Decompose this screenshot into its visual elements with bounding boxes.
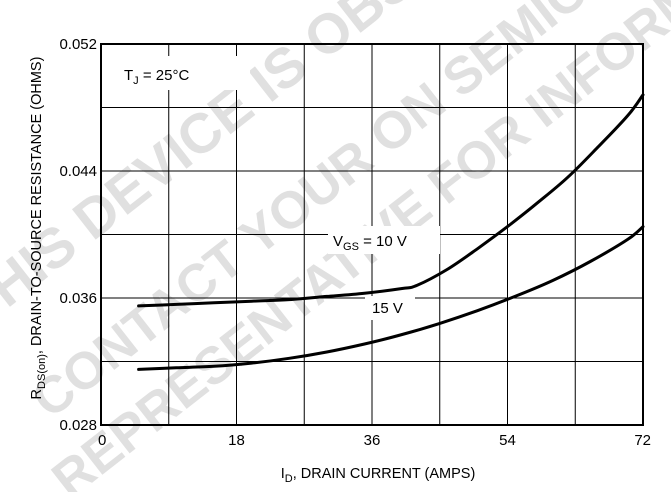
xlabel-rest: , DRAIN CURRENT (AMPS) — [293, 466, 476, 482]
y-tick-label: 0.036 — [59, 290, 97, 307]
y-tick-labels: 0.028 0.036 0.044 0.052 — [59, 36, 97, 434]
vgs10-main: V — [333, 233, 343, 250]
tj-annotation: TJ = 25°C — [124, 67, 189, 87]
x-tick-label: 18 — [228, 432, 245, 449]
vgs10-sub: GS — [343, 241, 359, 253]
series-layer — [137, 93, 645, 371]
series-line-vgs-10v — [137, 93, 645, 308]
ylabel-rest: , DRAIN-TO-SOURCE RESISTANCE (OHMS) — [29, 57, 45, 355]
vgs15-annotation: 15 V — [372, 300, 403, 317]
y-tick-label: 0.028 — [59, 417, 97, 434]
tj-rest: = 25°C — [139, 67, 190, 84]
vgs10-label-bg — [328, 226, 440, 254]
ylabel-sub: DS(on) — [36, 354, 48, 389]
x-tick-label: 36 — [364, 432, 381, 449]
x-tick-labels: 0 18 36 54 72 — [98, 432, 651, 449]
x-tick-label: 54 — [499, 432, 516, 449]
tj-main: T — [124, 67, 133, 84]
xlabel-sub: D — [285, 473, 293, 485]
ylabel-main: R — [29, 389, 45, 399]
vgs10-rest: = 10 V — [359, 233, 407, 250]
xlabel-main: I — [281, 466, 285, 482]
x-tick-label: 72 — [634, 432, 651, 449]
y-axis-label: RDS(on), DRAIN-TO-SOURCE RESISTANCE (OHM… — [29, 57, 48, 400]
y-tick-label: 0.044 — [59, 163, 97, 180]
series-line-vgs-15v — [137, 225, 645, 371]
x-axis-label: ID, DRAIN CURRENT (AMPS) — [281, 466, 476, 485]
tj-sub: J — [133, 75, 139, 87]
plot-frame — [100, 43, 644, 426]
x-tick-label: 0 — [98, 432, 106, 449]
y-tick-label: 0.052 — [59, 36, 97, 53]
tj-label-bg — [118, 56, 250, 90]
vgs10-annotation: VGS = 10 V — [333, 233, 407, 253]
vgs15-label-bg — [365, 296, 415, 320]
